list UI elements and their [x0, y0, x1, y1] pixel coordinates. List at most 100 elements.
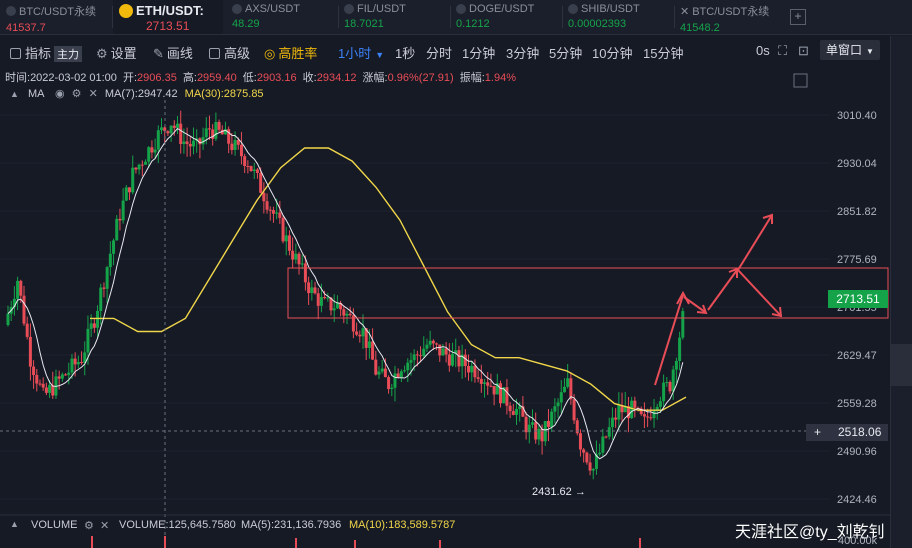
interval-3m[interactable]: 3分钟 — [506, 46, 540, 61]
candle-body — [153, 149, 157, 153]
candle-body — [303, 263, 307, 283]
candle-body — [323, 297, 327, 299]
tab-shib-usdt[interactable]: SHIB/USDT 0.00002393 — [568, 0, 672, 34]
candle-body — [22, 295, 26, 324]
candle-body — [32, 366, 36, 376]
win-rate-button[interactable]: ◎ 高胜率 — [264, 43, 317, 62]
price-tick: 2629.47 — [837, 350, 877, 362]
resistance-zone-box[interactable] — [287, 267, 889, 319]
settings-icon[interactable]: ⚙ — [71, 88, 82, 100]
candlestick-chart[interactable]: 3010.40 2930.04 2851.82 2775.69 2701.55 … — [0, 0, 890, 548]
candle-body — [140, 164, 144, 166]
candle-body — [633, 400, 637, 408]
candle-body — [364, 328, 368, 348]
candle-body — [457, 350, 461, 367]
candle-body — [281, 217, 285, 242]
price-tick: 2559.28 — [837, 398, 877, 410]
candle-body — [393, 373, 397, 388]
candle-body — [38, 383, 42, 385]
window-mode-dropdown[interactable]: 单窗口 ▼ — [820, 40, 880, 60]
tab-divider — [112, 6, 113, 28]
collapse-icon[interactable]: ▲ — [10, 89, 19, 99]
shib-icon — [568, 4, 578, 14]
interval-10m[interactable]: 10分钟 — [592, 46, 633, 61]
draw-label: 画线 — [166, 46, 193, 61]
volume-value: VOLUME:125,645.7580 — [119, 519, 236, 531]
settings-icon[interactable]: ⚙ — [84, 520, 94, 532]
advanced-button[interactable]: 高级 — [209, 43, 250, 62]
candle-body — [546, 420, 550, 427]
candle-body — [607, 427, 611, 437]
close-icon[interactable]: ✕ — [88, 88, 98, 100]
candle-body — [681, 311, 685, 338]
candle-body — [415, 354, 419, 356]
main-force-badge[interactable]: 主力 — [54, 46, 83, 62]
tab-symbol: BTC/USDT永续 — [692, 6, 770, 18]
candle-body — [598, 452, 602, 455]
window-mode-label: 单窗口 — [826, 43, 863, 57]
crosshair-price-value: 2518.06 — [838, 425, 882, 439]
tab-axs-usdt[interactable]: AXS/USDT 48.29 — [232, 0, 336, 34]
candle-body — [377, 371, 381, 375]
chevron-down-icon: ▼ — [866, 47, 874, 56]
candle-body — [473, 365, 477, 378]
tab-divider — [450, 6, 451, 28]
indicators-button[interactable]: 指标 主力 — [10, 43, 83, 62]
chart-toolbar: 指标 主力 ⚙ 设置 ✎ 画线 高级 ◎ 高胜率 1小时 ▼ 1秒 分时 1分钟 3分钟 … — [0, 36, 890, 64]
interval-dropdown[interactable]: 1小时 ▼ — [338, 43, 384, 62]
candle-body — [447, 354, 451, 366]
candle-body — [147, 147, 151, 162]
candle-body — [233, 140, 237, 151]
close-icon[interactable]: ✕ — [100, 520, 110, 532]
camera-icon[interactable]: ⊡ — [798, 43, 809, 58]
candle-body — [105, 267, 109, 289]
expand-icon[interactable] — [793, 73, 808, 88]
interval-15m[interactable]: 15分钟 — [643, 46, 684, 61]
tab-fil-usdt[interactable]: FIL/USDT 18.7021 — [344, 0, 448, 34]
candle-body — [358, 334, 362, 337]
candle-body — [150, 147, 154, 153]
interval-1m[interactable]: 1分钟 — [462, 46, 496, 61]
candle-body — [431, 340, 435, 344]
orderbook-panel[interactable] — [890, 36, 912, 548]
candle-body — [262, 192, 266, 202]
tab-divider — [562, 6, 563, 28]
candle-body — [556, 402, 560, 407]
current-price-tag: 2713.51 — [828, 290, 888, 308]
draw-line-button[interactable]: ✎ 画线 — [153, 43, 193, 62]
candle-body — [259, 172, 263, 193]
candle-body — [198, 138, 202, 145]
add-tab-icon[interactable]: + — [790, 9, 806, 25]
tab-btc-usdt-perp[interactable]: BTC/USDT永续 41537.7 — [6, 0, 110, 34]
collapse-icon[interactable]: ▲ — [10, 519, 19, 529]
candle-body — [374, 359, 378, 375]
tab-price: 18.7021 — [344, 18, 384, 30]
candle-body — [578, 433, 582, 450]
candle-body — [236, 140, 240, 145]
interval-5m[interactable]: 5分钟 — [549, 46, 583, 61]
candle-body — [367, 341, 371, 348]
candle-body — [76, 361, 80, 365]
advanced-label: 高级 — [224, 46, 251, 61]
candle-body — [16, 280, 20, 299]
candle-body — [601, 436, 605, 453]
tab-eth-usdt[interactable]: ETH/USDT: 2713.51 — [113, 0, 223, 34]
settings-button[interactable]: ⚙ 设置 — [96, 43, 137, 62]
candle-body — [19, 280, 23, 296]
plus-icon[interactable]: + — [814, 425, 822, 439]
close-icon[interactable]: ✕ — [680, 5, 690, 18]
tab-doge-usdt[interactable]: DOGE/USDT 0.1212 — [456, 0, 560, 34]
candle-body — [569, 378, 573, 400]
candle-body — [339, 303, 343, 310]
candle-body — [124, 187, 128, 201]
eye-icon[interactable]: ◉ — [54, 88, 65, 100]
interval-timeshare[interactable]: 分时 — [426, 46, 453, 61]
interval-1s[interactable]: 1秒 — [395, 46, 416, 61]
price-tick: 2424.46 — [837, 494, 877, 506]
tab-symbol: SHIB/USDT — [581, 3, 640, 15]
price-axis: 3010.40 2930.04 2851.82 2775.69 2701.55 … — [837, 110, 877, 506]
candle-body — [406, 362, 410, 371]
candle-body — [252, 169, 256, 172]
fullscreen-icon[interactable]: ⛶ — [778, 43, 788, 58]
tab-btc-usdt-perp-2[interactable]: ✕ BTC/USDT永续 41548.2 — [680, 0, 784, 35]
